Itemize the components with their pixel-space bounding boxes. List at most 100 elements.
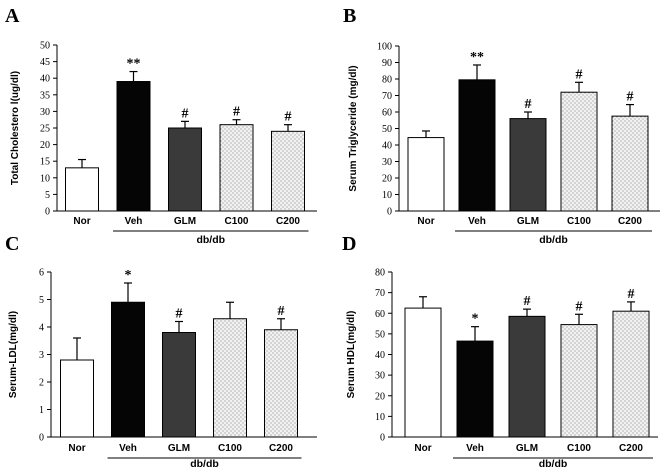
bar-c100 [219, 124, 254, 212]
y-tick-label: 0 [45, 207, 50, 218]
significance-marker: # [525, 97, 532, 112]
x-category-label: C200 [276, 216, 300, 227]
significance-marker: # [182, 106, 189, 121]
significance-marker: # [524, 294, 531, 309]
x-category-label: GLM [168, 443, 190, 454]
y-tick-label: 70 [375, 288, 385, 299]
bar-veh [456, 340, 494, 438]
y-tick-label: 6 [39, 268, 44, 279]
bar-glm [509, 118, 547, 212]
y-tick-label: 4 [39, 323, 44, 334]
bar-c200 [264, 329, 298, 438]
panel-letter: B [343, 5, 356, 27]
x-category-label: Nor [417, 216, 434, 227]
y-tick-label: 0 [380, 433, 385, 444]
x-category-label: C100 [218, 443, 242, 454]
group-label: db/db [539, 234, 568, 246]
y-tick-label: 50 [40, 41, 50, 52]
y-axis-label: Total Cholestero l(ug/dl) [10, 71, 21, 185]
x-category-label: Veh [119, 443, 137, 454]
x-category-label: GLM [516, 443, 538, 454]
y-tick-label: 5 [39, 295, 44, 306]
y-tick-label: 2 [39, 378, 44, 389]
y-tick-label: 40 [40, 74, 50, 85]
significance-marker: ** [127, 57, 141, 72]
y-tick-label: 80 [375, 268, 385, 279]
panel-letter: C [5, 233, 19, 255]
significance-marker: ** [470, 50, 484, 65]
y-tick-label: 30 [375, 371, 385, 382]
y-tick-label: 0 [39, 433, 44, 444]
x-category-label: C100 [567, 216, 591, 227]
y-tick-label: 50 [375, 329, 385, 340]
y-tick-label: 30 [40, 107, 50, 118]
y-tick-label: 45 [40, 57, 50, 68]
bar-c100 [560, 324, 598, 438]
y-tick-label: 1 [39, 405, 44, 416]
group-label: db/db [539, 458, 568, 470]
y-tick-label: 100 [377, 42, 392, 53]
bar-glm [508, 315, 546, 438]
bar-c200 [612, 310, 650, 438]
y-tick-label: 10 [40, 173, 50, 184]
y-tick-label: 3 [39, 350, 44, 361]
x-category-label: Nor [73, 216, 90, 227]
y-tick-label: 35 [40, 90, 50, 101]
chart-panel-b: B 0 10 20 30 40 50 60 70 80 90 100 Serum Triglycerid… [343, 5, 660, 246]
chart-panel-c: C 0 1 2 3 4 5 6 Serum-LDL(mg/dl) Nor * Veh # GLM C100 #… [5, 233, 317, 470]
bar-veh [458, 79, 496, 212]
bar-c200 [611, 115, 649, 212]
y-axis-label: Serum-LDL(mg/dl) [8, 311, 19, 398]
y-tick-label: 5 [45, 190, 50, 201]
significance-marker: * [472, 312, 479, 327]
y-tick-label: 20 [375, 391, 385, 402]
y-tick-label: 50 [382, 124, 392, 135]
x-category-label: Veh [466, 443, 484, 454]
bar-c100 [213, 318, 247, 438]
bar-nor [65, 167, 99, 212]
bar-c100 [560, 91, 598, 212]
y-tick-label: 10 [382, 190, 392, 201]
x-category-label: C200 [618, 216, 642, 227]
y-tick-label: 20 [382, 174, 392, 185]
y-tick-label: 0 [387, 207, 392, 218]
bar-veh [116, 81, 151, 212]
significance-marker: # [576, 67, 583, 82]
significance-marker: # [576, 299, 583, 314]
x-category-label: Veh [125, 216, 143, 227]
significance-marker: # [233, 105, 240, 120]
y-tick-label: 15 [40, 157, 50, 168]
y-tick-label: 60 [375, 309, 385, 320]
x-category-label: GLM [517, 216, 539, 227]
x-category-label: Nor [68, 443, 85, 454]
bar-veh [111, 301, 145, 438]
bar-glm [162, 332, 196, 438]
y-tick-label: 60 [382, 108, 392, 119]
y-tick-label: 25 [40, 124, 50, 135]
panel-letter: A [5, 5, 20, 27]
group-label: db/db [196, 234, 225, 246]
y-tick-label: 90 [382, 58, 392, 69]
x-category-label: C200 [619, 443, 643, 454]
significance-marker: # [278, 304, 285, 319]
bar-nor [404, 307, 442, 438]
x-category-label: Nor [414, 443, 431, 454]
y-tick-label: 80 [382, 75, 392, 86]
group-label: db/db [190, 458, 219, 470]
chart-panel-d: D 0 10 20 30 40 50 60 70 80 Serum HDL(mg/dl) Nor * Ve… [342, 233, 658, 470]
y-axis-label: Serum Triglyceride (mg/dl) [348, 65, 359, 191]
x-category-label: Veh [468, 216, 486, 227]
y-tick-label: 70 [382, 91, 392, 102]
significance-marker: # [628, 287, 635, 302]
bar-nor [407, 137, 445, 212]
x-category-label: C200 [269, 443, 293, 454]
bar-nor [60, 359, 94, 438]
significance-marker: # [627, 90, 634, 105]
y-tick-label: 40 [382, 141, 392, 152]
chart-panel-a: A 0 5 10 15 20 25 30 35 40 45 50 Total Cholestero l(… [5, 5, 317, 246]
significance-marker: * [125, 268, 132, 283]
x-category-label: C100 [225, 216, 249, 227]
bar-glm [168, 127, 202, 212]
